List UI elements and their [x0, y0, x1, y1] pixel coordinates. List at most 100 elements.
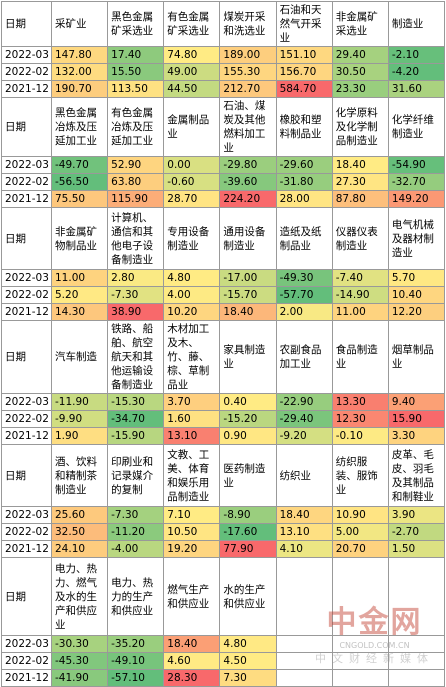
- value-cell: -30.30: [50, 635, 109, 653]
- data-row: 2022-03 -11.90 -15.30 3.70 0.40 -22.90 13.30 9.…: [1, 393, 446, 411]
- data-row: 2021-12 24.10 -4.00 19.20 77.90 4.10 20.70 1.50: [1, 540, 446, 558]
- value-cell: -49.10: [107, 652, 165, 670]
- value-cell: 4.80: [163, 269, 221, 287]
- empty-cell: [275, 669, 333, 687]
- data-row: 2021-12 190.70 113.50 44.50 212.70 584.70 23.3…: [1, 80, 446, 98]
- value-cell: 584.70: [275, 80, 333, 98]
- value-cell: 7.30: [219, 669, 277, 687]
- header-cell: 黑色金属冶炼及压延加工业: [50, 97, 109, 157]
- data-row: 2022-03 25.60 -7.30 7.10 -8.90 18.40 10.90 3.90: [1, 506, 446, 524]
- data-row: 2022-02 -9.90 -34.70 1.60 -15.20 -29.40 12.30 1…: [1, 410, 446, 428]
- value-cell: 30.50: [331, 63, 389, 81]
- value-cell: -29.40: [275, 410, 333, 428]
- header-row: 日期 电力、热力、燃气及水的生产和供应业 电力、热力的生产和供应业 燃气生产和供应业水…: [1, 557, 446, 636]
- value-cell: 10.90: [331, 506, 389, 524]
- value-cell: -14.90: [331, 286, 389, 304]
- header-row: 日期 汽车制造 铁路、船舶、航空航天和其他运输设备制造业 木材加工及木、竹、藤、棕、草…: [1, 320, 446, 394]
- value-cell: -11.90: [50, 393, 109, 411]
- header-cell: 采矿业: [50, 1, 109, 47]
- empty-cell: [275, 557, 333, 636]
- value-cell: 32.50: [50, 523, 109, 541]
- value-cell: 63.80: [107, 173, 165, 191]
- value-cell: -22.90: [275, 393, 333, 411]
- empty-cell: [387, 557, 446, 636]
- header-cell: 农副食品加工业: [275, 320, 333, 394]
- header-cell: 医药制造业: [219, 444, 277, 507]
- value-cell: 14.30: [50, 303, 109, 321]
- value-cell: 17.40: [107, 46, 165, 64]
- header-cell: 燃气生产和供应业: [163, 557, 221, 636]
- date-cell: 2022-03: [1, 393, 52, 411]
- value-cell: -29.60: [275, 156, 333, 174]
- value-cell: -9.20: [275, 427, 333, 445]
- header-cell: 日期: [1, 557, 52, 636]
- header-cell: 日期: [1, 207, 52, 270]
- data-row: 2022-03 -30.30 -35.20 18.40 4.80: [1, 635, 446, 653]
- value-cell: 77.90: [219, 540, 277, 558]
- value-cell: 27.30: [331, 173, 389, 191]
- date-cell: 2022-02: [1, 286, 52, 304]
- header-cell: 造纸及纸制品业: [275, 207, 333, 270]
- value-cell: 1.60: [163, 410, 221, 428]
- empty-cell: [275, 635, 333, 653]
- value-cell: -11.20: [107, 523, 165, 541]
- date-cell: 2022-03: [1, 635, 52, 653]
- header-cell: 制造业: [387, 1, 446, 47]
- value-cell: 25.60: [50, 506, 109, 524]
- value-cell: 13.10: [275, 523, 333, 541]
- value-cell: 18.40: [219, 303, 277, 321]
- value-cell: -35.20: [107, 635, 165, 653]
- value-cell: -7.30: [107, 286, 165, 304]
- value-cell: 132.00: [50, 63, 109, 81]
- value-cell: -7.30: [107, 506, 165, 524]
- value-cell: 147.80: [50, 46, 109, 64]
- value-cell: 18.40: [163, 635, 221, 653]
- header-cell: 水的生产和供应业: [219, 557, 277, 636]
- value-cell: 13.30: [331, 393, 389, 411]
- empty-cell: [387, 635, 446, 653]
- value-cell: -0.60: [163, 173, 221, 191]
- value-cell: 28.30: [163, 669, 221, 687]
- header-cell: 石油和天然气开采业: [275, 1, 333, 47]
- header-cell: 日期: [1, 320, 52, 394]
- header-cell: 非金属矿物制品业: [50, 207, 109, 270]
- value-cell: 155.30: [219, 63, 277, 81]
- value-cell: 4.10: [275, 540, 333, 558]
- value-cell: 0.90: [219, 427, 277, 445]
- value-cell: 87.80: [331, 190, 389, 208]
- value-cell: 15.90: [387, 410, 446, 428]
- header-cell: 铁路、船舶、航空航天和其他运输设备制造业: [107, 320, 165, 394]
- value-cell: 1.50: [387, 540, 446, 558]
- value-cell: -9.90: [50, 410, 109, 428]
- header-row: 日期 采矿业 黑色金属矿采选业 有色金属矿采选业 煤炭开采和洗选业 石油和天然气开采业 非金…: [1, 1, 446, 47]
- value-cell: 29.40: [331, 46, 389, 64]
- date-cell: 2021-12: [1, 80, 52, 98]
- value-cell: 18.40: [275, 506, 333, 524]
- header-cell: 金属制品业: [163, 97, 221, 157]
- value-cell: 149.20: [387, 190, 446, 208]
- value-cell: -32.70: [387, 173, 446, 191]
- empty-cell: [331, 557, 389, 636]
- value-cell: -8.90: [219, 506, 277, 524]
- empty-cell: [387, 669, 446, 687]
- value-cell: -7.40: [331, 269, 389, 287]
- value-cell: 0.40: [219, 393, 277, 411]
- value-cell: 19.20: [163, 540, 221, 558]
- value-cell: 49.00: [163, 63, 221, 81]
- value-cell: 3.30: [387, 427, 446, 445]
- value-cell: -49.70: [50, 156, 109, 174]
- value-cell: -57.10: [107, 669, 165, 687]
- value-cell: -41.90: [50, 669, 109, 687]
- value-cell: 12.20: [387, 303, 446, 321]
- value-cell: -39.60: [219, 173, 277, 191]
- header-cell: 有色金属冶炼及压延加工业: [107, 97, 165, 157]
- date-cell: 2021-12: [1, 540, 52, 558]
- date-cell: 2022-02: [1, 173, 52, 191]
- value-cell: 0.00: [163, 156, 221, 174]
- value-cell: 10.40: [387, 286, 446, 304]
- value-cell: 5.00: [331, 523, 389, 541]
- header-cell: 非金属矿采选业: [331, 1, 389, 47]
- value-cell: -49.30: [275, 269, 333, 287]
